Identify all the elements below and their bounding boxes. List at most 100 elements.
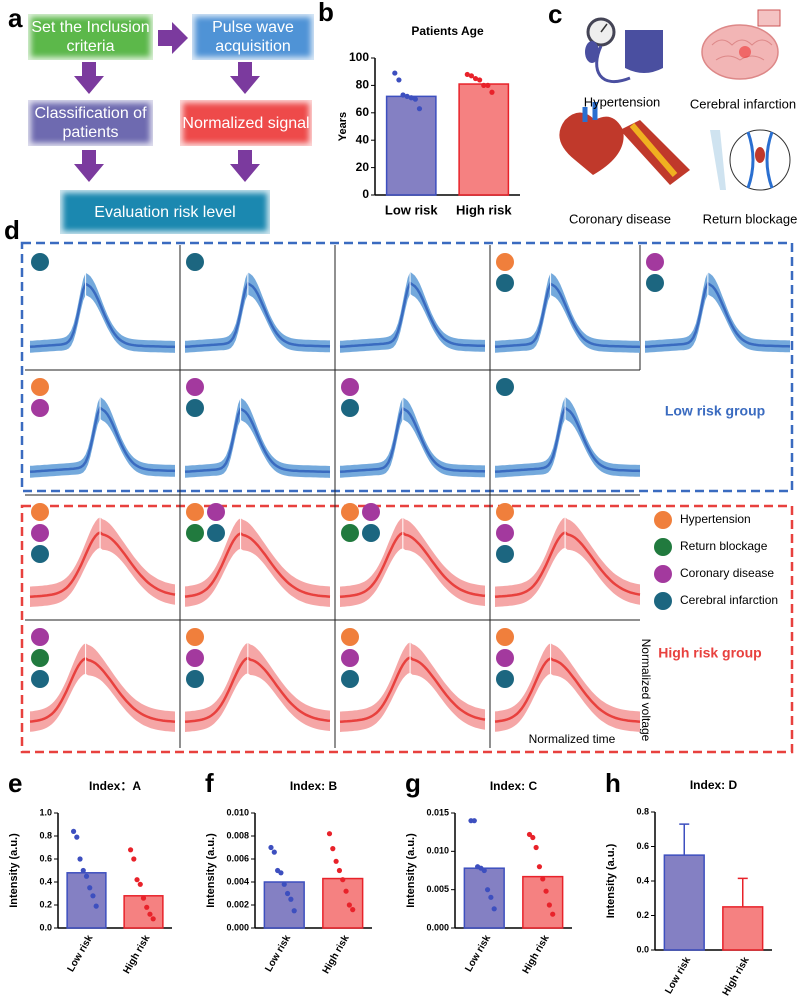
condition-dot [496, 253, 514, 271]
bar [263, 881, 305, 929]
data-point [468, 73, 475, 79]
flow-node: Set the Inclusion criteria [28, 14, 153, 60]
wave-mean [494, 531, 641, 599]
bar [463, 867, 505, 929]
x-tick-label: Low risk [385, 202, 439, 217]
condition-dot [496, 670, 514, 688]
chart-title: Index: B [290, 779, 338, 793]
data-point [491, 906, 497, 912]
condition-dot [31, 253, 49, 271]
x-tick-label: High risk [521, 933, 552, 976]
axis-label: Normalized time [529, 732, 616, 746]
data-point [472, 75, 479, 82]
data-point [137, 881, 143, 887]
low-group-frame [20, 241, 794, 493]
x-tick-label: Low risk [66, 933, 96, 974]
data-point [343, 888, 349, 894]
condition-dot [31, 628, 49, 646]
y-tick-label: 0.4 [636, 875, 649, 885]
data-point [533, 844, 539, 851]
error-bar [737, 877, 748, 907]
wave-mean [184, 407, 331, 474]
wave-mean [339, 406, 486, 474]
illustration-label: Coronary disease [569, 211, 671, 226]
y-tick-label: 0.0 [39, 922, 52, 932]
x-tick-label: High risk [721, 955, 752, 998]
legend-label: Cerebral infarction [680, 593, 778, 607]
y-axis-label: Years [337, 112, 349, 141]
y-tick-label: 0.006 [226, 853, 249, 863]
data-point [281, 881, 287, 887]
condition-dot [341, 503, 359, 521]
y-tick-label: 0.2 [636, 910, 649, 920]
data-point [481, 82, 487, 88]
wave-mean [494, 282, 641, 349]
bar [663, 854, 705, 951]
bar [385, 95, 437, 196]
condition-dot [186, 378, 204, 396]
wave-mean [184, 281, 331, 349]
data-point [481, 867, 487, 874]
wave-mean [184, 532, 331, 598]
condition-dot [186, 503, 204, 521]
data-point [131, 856, 137, 862]
axis-label: Normalized voltage [639, 639, 653, 742]
legend-label: Hypertension [680, 512, 751, 526]
y-tick-label: 0.000 [426, 922, 449, 932]
panel-label: d [4, 215, 20, 245]
data-point [471, 818, 477, 824]
data-point [288, 896, 294, 902]
x-tick-label: Low risk [263, 933, 293, 974]
wave-mean [184, 656, 331, 724]
error-bar [679, 823, 690, 856]
data-point [336, 867, 343, 874]
y-tick-label: 0.008 [226, 830, 249, 840]
data-point [400, 92, 406, 98]
condition-dot [341, 628, 359, 646]
bar [322, 877, 364, 929]
bar [123, 895, 164, 929]
flow-node: Normalized signal [180, 100, 312, 146]
data-point [147, 911, 153, 917]
condition-dot [186, 649, 204, 667]
y-tick-label: 0.010 [226, 807, 249, 817]
data-point [485, 82, 491, 88]
condition-dot [186, 399, 204, 417]
condition-dot [496, 524, 514, 542]
flow-node: Classification of patients [28, 100, 153, 146]
condition-dot [31, 378, 49, 396]
y-tick-label: 0 [362, 187, 369, 201]
condition-dot [341, 524, 359, 542]
data-point [278, 870, 284, 876]
y-tick-label: 0.4 [39, 876, 52, 886]
y-tick-label: 0.004 [226, 876, 249, 886]
data-point [540, 876, 546, 882]
data-point [412, 96, 418, 102]
illustration-label: Hypertension [584, 94, 661, 109]
data-point [330, 846, 336, 852]
y-axis-label: Intensity (a.u.) [405, 833, 417, 908]
condition-dot [186, 253, 204, 271]
data-point [526, 831, 533, 838]
data-point [396, 77, 402, 83]
y-tick-label: 0.6 [636, 841, 649, 851]
condition-dot [496, 628, 514, 646]
condition-dot [646, 274, 664, 292]
panel-label: f [205, 768, 214, 798]
condition-dot [31, 545, 49, 563]
wave-band [30, 517, 175, 607]
condition-dot [186, 628, 204, 646]
data-point [284, 890, 291, 897]
y-tick-label: 0.0 [636, 944, 649, 954]
data-point [488, 894, 494, 900]
group-label: High risk group [658, 645, 761, 661]
wave-band [495, 643, 640, 732]
wave-mean [494, 657, 641, 723]
wave-mean [339, 280, 486, 349]
panel-label: c [548, 0, 562, 29]
condition-dot [31, 670, 49, 688]
y-tick-label: 60 [356, 105, 370, 119]
wave-band [185, 518, 330, 607]
x-tick-label: Low risk [463, 933, 493, 974]
condition-dot [341, 378, 359, 396]
